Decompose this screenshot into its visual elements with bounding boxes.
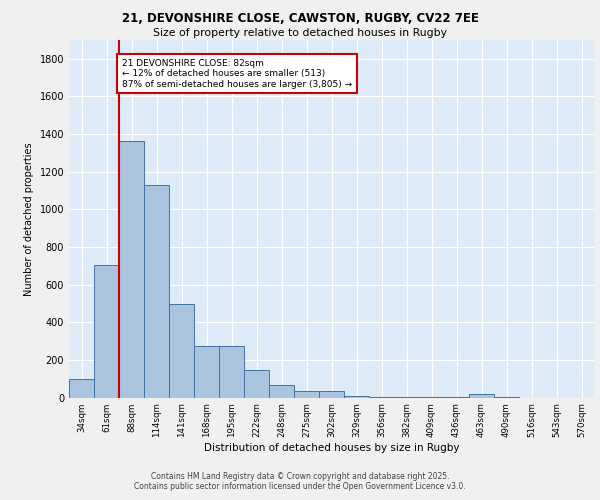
Bar [319, 392, 344, 398]
Bar [94, 264, 119, 398]
X-axis label: Distribution of detached houses by size in Rugby: Distribution of detached houses by size … [204, 443, 459, 453]
Text: 21, DEVONSHIRE CLOSE, CAWSTON, RUGBY, CV22 7EE: 21, DEVONSHIRE CLOSE, CAWSTON, RUGBY, CV… [122, 12, 478, 26]
Bar [344, 396, 369, 398]
Bar [444, 397, 469, 398]
Y-axis label: Number of detached properties: Number of detached properties [24, 142, 34, 296]
Text: 21 DEVONSHIRE CLOSE: 82sqm
← 12% of detached houses are smaller (513)
87% of sem: 21 DEVONSHIRE CLOSE: 82sqm ← 12% of deta… [122, 59, 352, 89]
Bar [169, 304, 194, 398]
Text: Contains HM Land Registry data © Crown copyright and database right 2025.
Contai: Contains HM Land Registry data © Crown c… [134, 472, 466, 491]
Bar [369, 396, 394, 398]
Bar [394, 397, 419, 398]
Bar [119, 140, 144, 398]
Bar [69, 379, 94, 398]
Bar [419, 397, 444, 398]
Bar [144, 185, 169, 398]
Bar [194, 346, 219, 398]
Bar [244, 370, 269, 398]
Text: Size of property relative to detached houses in Rugby: Size of property relative to detached ho… [153, 28, 447, 38]
Bar [269, 384, 294, 398]
Bar [219, 346, 244, 398]
Bar [294, 391, 319, 398]
Bar [469, 394, 494, 398]
